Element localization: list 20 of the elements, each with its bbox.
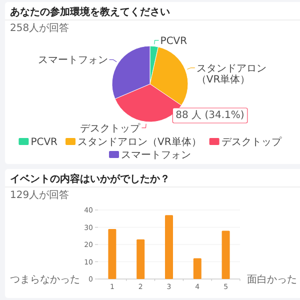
slice-label: デスクトップ (80, 122, 142, 134)
bar (108, 228, 116, 279)
bar (165, 215, 173, 279)
legend-label: デスクトップ (221, 136, 282, 148)
chart-subtitle: 129人が回答 (10, 189, 70, 201)
chart-title: あなたの参加環境を教えてください (10, 6, 170, 18)
legend-label: PCVR (30, 137, 58, 148)
slice-label: スタンドアロン（VR単体） (196, 63, 266, 86)
legend-label: スマートフォン (121, 150, 191, 161)
data-label: 88 人 (34.1%) (176, 110, 244, 121)
chart-subtitle: 258人が回答 (10, 22, 70, 34)
slice-label: スマートフォン (38, 55, 108, 66)
text: 面白かった (247, 274, 297, 286)
bar (193, 258, 202, 279)
text: つまらなかった (10, 274, 80, 286)
chart-title: イベントの内容はいかがでしたか？ (10, 173, 170, 185)
legend-label: スタンドアロン（VR単体） (78, 136, 202, 148)
bar (222, 230, 230, 279)
slice-label: PCVR (160, 36, 188, 47)
bar (136, 239, 145, 279)
